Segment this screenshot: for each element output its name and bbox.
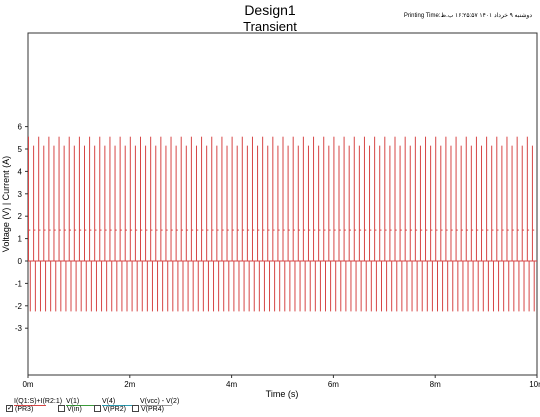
legend-item[interactable]: V(1) V(in) <box>58 398 112 416</box>
y-tick-label: 1 <box>18 235 23 244</box>
x-axis-label: Time (s) <box>266 389 299 399</box>
legend-probe-label: (PR3) <box>15 406 34 413</box>
legend-item[interactable]: V(vcc) - V(2) V(PR4) <box>132 398 186 416</box>
x-axis: 0m 2m 4m 6m 8m 10m <box>22 375 540 389</box>
legend-item[interactable]: ✓ I(Q1:S)+I(R2:1) (PR3) <box>6 398 63 416</box>
legend-series-name: I(Q1:S)+I(R2:1) <box>14 398 63 405</box>
y-tick-label: -3 <box>15 324 23 333</box>
plot-frame <box>27 32 538 376</box>
legend-checkbox[interactable]: ✓ <box>6 405 13 412</box>
legend-checkbox[interactable] <box>94 405 101 412</box>
y-tick-label: 4 <box>18 167 23 176</box>
printing-time: Printing Time:دوشنبه ۹ خرداد ۱۴۰۱ ۱۶:۲۵:… <box>403 13 532 19</box>
x-tick-label: 6m <box>328 380 339 389</box>
x-tick-label: 8m <box>430 380 441 389</box>
y-tick-label: 3 <box>18 190 23 199</box>
legend-probe-label: V(in) <box>67 406 82 413</box>
legend-swatch <box>102 405 134 406</box>
chart-title: Design1 <box>244 2 296 18</box>
y-tick-label: -2 <box>15 302 23 311</box>
y-axis-label: Voltage (V) | Current (A) <box>1 156 11 252</box>
x-tick-label: 2m <box>124 380 135 389</box>
y-tick-label: 2 <box>18 212 23 221</box>
y-axis: -3 -2 -1 0 1 2 3 4 5 6 <box>15 123 28 333</box>
legend-series-name: V(1) <box>66 398 80 405</box>
y-tick-label: 0 <box>18 257 23 266</box>
legend-swatch <box>14 405 46 406</box>
legend-probe-label: V(PR2) <box>103 406 126 413</box>
y-tick-label: 5 <box>18 145 23 154</box>
chart-subtitle: Transient <box>243 19 297 34</box>
x-tick-label: 10m <box>529 380 540 389</box>
legend-checkbox[interactable] <box>132 405 139 412</box>
legend-swatch <box>66 405 98 406</box>
y-tick-label: 6 <box>18 123 23 132</box>
legend-series-name: V(4) <box>102 398 116 405</box>
legend-series-name: V(vcc) - V(2) <box>140 398 180 405</box>
y-tick-label: -1 <box>15 279 23 288</box>
legend-checkbox[interactable] <box>58 405 65 412</box>
x-tick-label: 4m <box>226 380 237 389</box>
series-layer <box>28 136 535 312</box>
legend-probe-label: V(PR4) <box>141 406 164 413</box>
legend-item[interactable]: V(4) V(PR2) <box>94 398 148 416</box>
legend-swatch <box>140 405 172 406</box>
x-tick-label: 0m <box>22 380 33 389</box>
